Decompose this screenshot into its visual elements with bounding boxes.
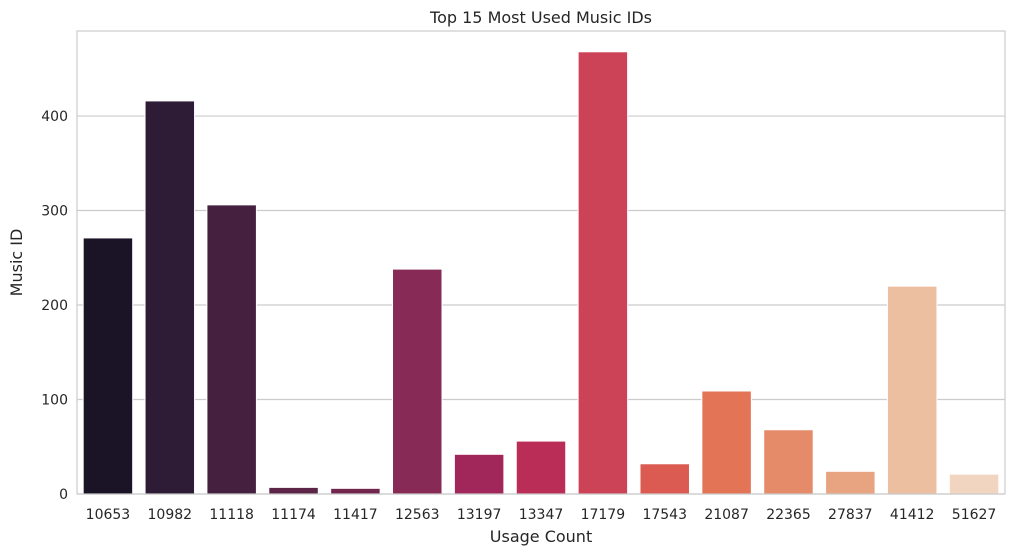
x-axis-label: Usage Count bbox=[490, 527, 592, 546]
bars bbox=[82, 51, 1000, 495]
y-tick-label: 100 bbox=[41, 393, 68, 409]
x-tick-label: 13197 bbox=[457, 507, 502, 523]
y-axis-label: Music ID bbox=[7, 229, 26, 297]
x-tick-label: 21087 bbox=[704, 507, 749, 523]
bar-13347 bbox=[515, 440, 567, 495]
x-tick-label: 10982 bbox=[148, 507, 193, 523]
bar-11118 bbox=[206, 204, 257, 495]
x-tick-label: 27837 bbox=[828, 507, 873, 523]
plot-frame bbox=[76, 30, 1006, 495]
x-tick-label: 41412 bbox=[890, 507, 935, 523]
x-tick-label: 51627 bbox=[952, 507, 997, 523]
bar-13197 bbox=[453, 453, 505, 495]
x-tick-label: 11417 bbox=[333, 507, 378, 523]
bar-12563 bbox=[392, 268, 443, 495]
x-tick-label: 10653 bbox=[86, 507, 131, 523]
x-tick-label: 12563 bbox=[395, 507, 440, 523]
y-tick-label: 400 bbox=[41, 109, 68, 125]
y-tick-label: 300 bbox=[41, 204, 68, 220]
x-tick-label: 13347 bbox=[519, 507, 564, 523]
x-tick-label: 17179 bbox=[581, 507, 626, 523]
bar-17179 bbox=[577, 51, 629, 495]
bar-27837 bbox=[825, 470, 876, 495]
x-tick-label: 11174 bbox=[271, 507, 316, 523]
x-tick-label: 11118 bbox=[209, 507, 254, 523]
x-tick-label: 17543 bbox=[642, 507, 687, 523]
bar-10982 bbox=[144, 100, 196, 495]
bar-11417 bbox=[330, 487, 381, 495]
bar-41412 bbox=[886, 285, 938, 495]
bar-10653 bbox=[82, 237, 134, 495]
bar-17543 bbox=[639, 463, 690, 495]
y-tick-label: 0 bbox=[59, 487, 68, 503]
bar-22365 bbox=[763, 429, 814, 495]
chart-title: Top 15 Most Used Music IDs bbox=[429, 8, 652, 27]
x-tick-label: 22365 bbox=[766, 507, 811, 523]
x-tick-labels: 10653 10982 11118 11174 11417 12563 13197 13347… bbox=[86, 507, 997, 523]
bar-51627 bbox=[948, 473, 1000, 495]
bar-11174 bbox=[268, 486, 319, 495]
bar-21087 bbox=[701, 390, 752, 495]
y-tick-label: 200 bbox=[41, 298, 68, 314]
y-tick-labels: 0 100 200 300 400 bbox=[41, 109, 68, 503]
